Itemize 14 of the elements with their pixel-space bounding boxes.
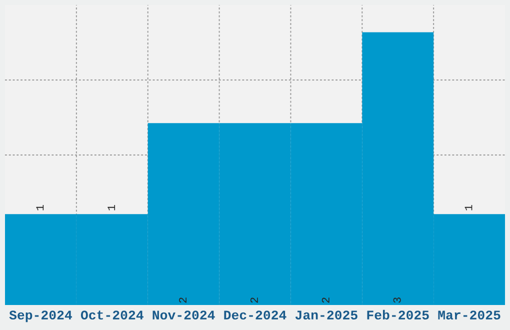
x-tick-label: Oct-2024 xyxy=(80,310,144,320)
x-tick-label: Nov-2024 xyxy=(152,310,215,320)
x-tick-label: Sep-2024 xyxy=(9,310,72,322)
data-label: 2 xyxy=(250,298,258,303)
data-label: 2 xyxy=(322,298,330,303)
data-label: 1 xyxy=(36,204,44,210)
data-label: 1 xyxy=(464,204,472,210)
x-tick-label: Jan-2025 xyxy=(295,310,358,320)
x-tick-label: Dec-2024 xyxy=(224,310,286,320)
x-tick-label: Mar-2025 xyxy=(438,310,500,320)
data-label: 2 xyxy=(179,298,186,303)
data-label: 1 xyxy=(108,204,116,210)
x-tick-label: Feb-2025 xyxy=(367,310,429,320)
data-label: 3 xyxy=(393,298,401,303)
